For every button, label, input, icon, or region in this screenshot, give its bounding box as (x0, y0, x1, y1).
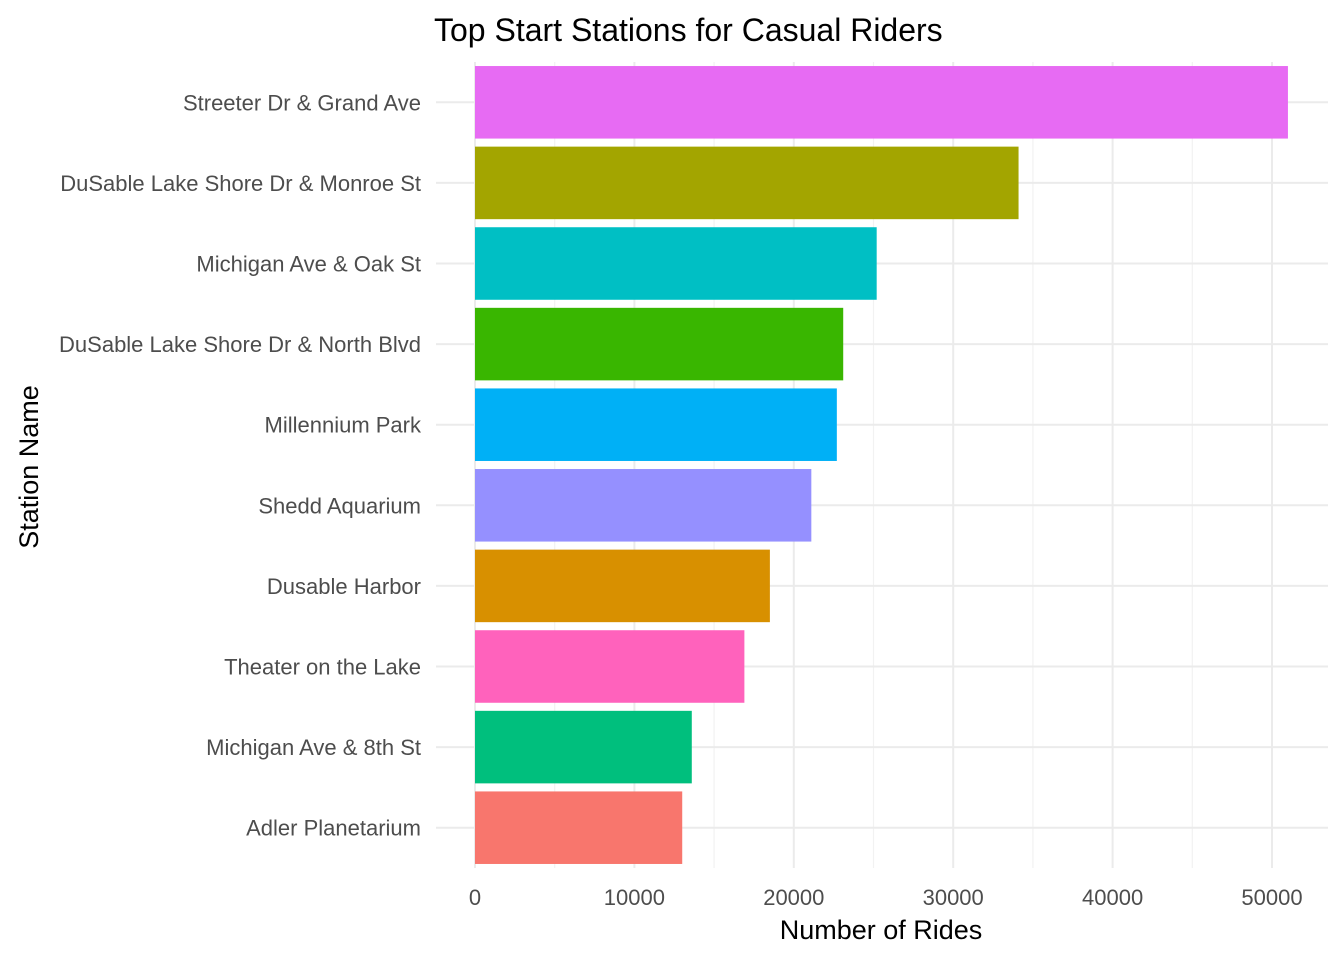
x-tick-label: 30000 (923, 885, 984, 910)
bar (475, 791, 683, 864)
bar (475, 66, 1288, 139)
x-tick-label: 0 (469, 885, 481, 910)
category-label: Shedd Aquarium (258, 493, 421, 518)
y-axis-title: Station Name (14, 385, 44, 549)
x-axis-title: Number of Rides (780, 915, 983, 945)
category-label: Millennium Park (265, 413, 422, 438)
x-tick-label: 40000 (1082, 885, 1143, 910)
category-label: Dusable Harbor (267, 574, 421, 599)
x-tick-label: 10000 (604, 885, 665, 910)
bar (475, 227, 877, 300)
x-tick-label: 50000 (1241, 885, 1302, 910)
bar (475, 549, 770, 623)
bar (475, 469, 812, 542)
bar (475, 146, 1019, 220)
bar (475, 307, 844, 381)
category-label: Michigan Ave & 8th St (206, 735, 421, 760)
bar (475, 630, 745, 703)
category-labels: Streeter Dr & Grand Ave DuSable Lake Shor… (59, 90, 422, 840)
category-label: Michigan Ave & Oak St (196, 252, 421, 277)
chart-title: Top Start Stations for Casual Riders (434, 12, 943, 48)
category-label: DuSable Lake Shore Dr & Monroe St (60, 171, 421, 196)
category-label: Streeter Dr & Grand Ave (183, 90, 421, 115)
bar (475, 388, 837, 461)
category-label: Theater on the Lake (224, 655, 421, 680)
category-label: Adler Planetarium (246, 816, 421, 841)
bars (475, 66, 1288, 864)
bar (475, 710, 692, 784)
x-tick-labels: 0 10000 20000 30000 40000 50000 (469, 885, 1303, 910)
x-tick-label: 20000 (763, 885, 824, 910)
category-label: DuSable Lake Shore Dr & North Blvd (59, 332, 421, 357)
